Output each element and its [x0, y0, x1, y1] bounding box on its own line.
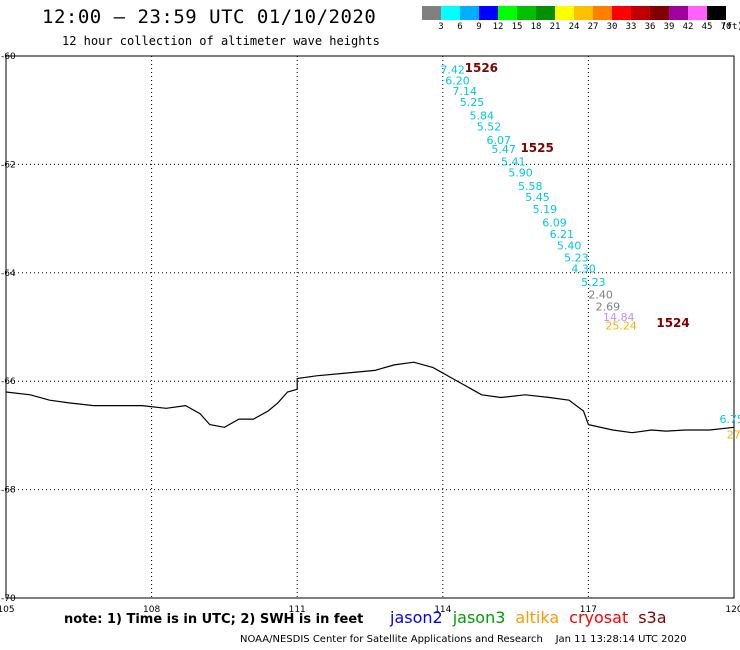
legend-swatch	[688, 6, 707, 20]
legend-swatch	[574, 6, 593, 20]
wave-height-value: 5.47	[491, 143, 516, 156]
generated-timestamp: Jan 11 13:28:14 UTC 2020	[555, 634, 687, 645]
wave-height-value: 2.40	[588, 288, 613, 301]
legend-swatch	[555, 6, 574, 20]
legend-swatch-label: 33	[625, 22, 637, 32]
y-tick-label: -66	[1, 377, 16, 387]
wave-height-value: 5.45	[525, 191, 550, 204]
wave-height-value: 6.09	[542, 216, 567, 229]
wave-height-value: 7.42	[440, 64, 465, 77]
legend-swatch-label: 21	[549, 22, 561, 32]
mission-legend-item: s3a	[638, 608, 667, 627]
wave-height-value: 6.75	[719, 413, 740, 426]
legend-swatch-label: 24	[568, 22, 580, 32]
y-tick-label: -70	[1, 594, 16, 604]
wave-height-value: 4.30	[571, 262, 596, 275]
legend-swatch-label: 39	[663, 22, 675, 32]
legend-swatch-label: 15	[511, 22, 523, 32]
legend-swatch-label: 45	[701, 22, 713, 32]
wave-height-value: 6.07	[486, 134, 511, 147]
x-tick-label: 108	[143, 605, 160, 615]
antarctic-coastline	[5, 361, 735, 434]
wave-height-value: 5.41	[501, 156, 526, 169]
legend-swatch	[650, 6, 669, 20]
pass-number-label: 1524	[656, 316, 689, 330]
legend-swatch-label: 30	[606, 22, 618, 32]
wave-height-value: 5.19	[533, 203, 558, 216]
legend-swatch-label: 9	[476, 22, 482, 32]
wave-height-value: 5.90	[508, 167, 533, 180]
wave-height-value: 27.0	[727, 428, 740, 441]
plot-frame	[5, 55, 735, 599]
wave-height-value: 5.84	[469, 110, 494, 123]
mission-legend-item: jason2	[390, 608, 443, 627]
wave-height-value: 7.14	[453, 85, 478, 98]
legend-swatch	[707, 6, 726, 20]
footer-credit: NOAA/NESDIS Center for Satellite Applica…	[240, 634, 687, 645]
pass-number-label: 1525	[520, 141, 553, 155]
legend-swatch-label: 12	[492, 22, 504, 32]
pass-number-label: 1526	[465, 61, 498, 75]
legend-swatch	[669, 6, 688, 20]
y-tick-label: -64	[1, 269, 16, 279]
wave-height-value: 5.23	[581, 276, 606, 289]
credit-text: NOAA/NESDIS Center for Satellite Applica…	[240, 634, 543, 645]
legend-swatch	[441, 6, 460, 20]
chart-title: 12:00 – 23:59 UTC 01/10/2020	[42, 6, 377, 28]
wave-height-value: 5.52	[477, 120, 502, 133]
legend-swatch	[498, 6, 517, 20]
chart-subtitle: 12 hour collection of altimeter wave hei…	[62, 34, 380, 48]
color-legend-bar	[422, 6, 726, 20]
legend-swatch-label: 36	[644, 22, 656, 32]
x-tick-label: 111	[289, 605, 306, 615]
wave-height-value: 5.25	[460, 96, 485, 109]
y-tick-label: -62	[1, 160, 16, 170]
legend-swatch	[479, 6, 498, 20]
x-tick-label: 114	[434, 605, 451, 615]
legend-swatch	[593, 6, 612, 20]
mission-legend: jason2 jason3 altika cryosat s3a	[390, 608, 677, 627]
legend-unit-label: (ft)	[721, 22, 740, 32]
legend-swatch	[536, 6, 555, 20]
legend-swatch-label: 42	[682, 22, 694, 32]
legend-swatch	[612, 6, 631, 20]
x-tick-label: 120	[725, 605, 740, 615]
legend-swatch	[517, 6, 536, 20]
y-tick-label: -68	[1, 486, 16, 496]
mission-legend-item: cryosat	[569, 608, 629, 627]
x-tick-label: 105	[0, 605, 15, 615]
legend-swatch-label: 27	[587, 22, 599, 32]
wave-height-value: 6.21	[550, 228, 575, 241]
footer-note: note: 1) Time is in UTC; 2) SWH is in fe…	[64, 612, 364, 627]
wave-height-value: 25.24	[605, 319, 637, 332]
legend-swatch-label: 6	[457, 22, 463, 32]
legend-swatch-label: 70	[720, 22, 732, 32]
legend-swatch	[460, 6, 479, 20]
wave-height-value: 6.20	[445, 74, 470, 87]
legend-swatch-label: 3	[438, 22, 444, 32]
legend-swatch	[422, 6, 441, 20]
wave-height-value: 5.23	[564, 252, 589, 265]
legend-swatch-label: 18	[530, 22, 542, 32]
wave-height-value: 5.40	[557, 240, 582, 253]
legend-swatch	[631, 6, 650, 20]
y-tick-label: -60	[1, 52, 16, 62]
wave-height-value: 14.84	[603, 311, 635, 324]
mission-legend-item: jason3	[452, 608, 506, 627]
wave-height-value: 5.58	[518, 180, 543, 193]
wave-height-value: 2.69	[596, 300, 621, 313]
x-tick-label: 117	[580, 605, 597, 615]
mission-legend-item: altika	[515, 608, 560, 627]
